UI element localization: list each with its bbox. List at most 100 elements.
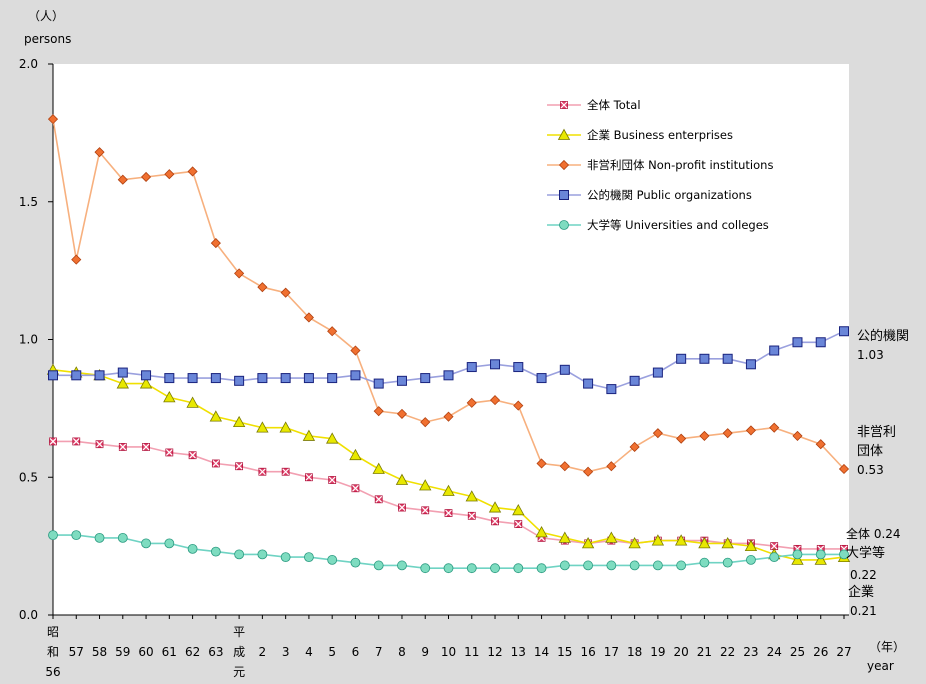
data-point-cross	[165, 449, 173, 456]
data-point	[581, 537, 595, 549]
data-point	[71, 254, 82, 265]
x-tick-label-line: 18	[627, 645, 642, 659]
data-point	[186, 396, 199, 408]
data-point	[327, 373, 338, 384]
x-tick-label: 3	[282, 645, 290, 659]
data-point	[606, 560, 617, 571]
data-point	[302, 429, 316, 441]
data-point	[280, 287, 291, 298]
data-point	[466, 397, 477, 408]
data-point	[745, 425, 757, 436]
data-point	[769, 345, 780, 356]
x-axis-unit-label: （年）	[869, 640, 905, 654]
data-point	[746, 555, 756, 565]
data-point	[792, 430, 803, 441]
data-point	[164, 169, 175, 180]
x-tick-label: 平成元	[233, 625, 245, 679]
data-point-cross	[560, 101, 568, 109]
data-point	[48, 530, 58, 541]
data-point	[514, 520, 523, 528]
data-point	[395, 473, 409, 485]
data-point	[328, 476, 337, 484]
end-label-univ: 大学等 0.22	[846, 545, 885, 582]
x-tick-label-line: 27	[836, 645, 851, 659]
data-point	[490, 359, 501, 370]
x-tick-label: 20	[674, 645, 689, 659]
data-point	[674, 534, 688, 546]
x-tick-label-line: 16	[580, 645, 595, 659]
data-point	[815, 549, 826, 560]
x-tick-label-line: 13	[511, 645, 526, 659]
data-point	[116, 377, 129, 389]
data-point	[372, 462, 385, 474]
x-tick-label-line: 24	[767, 645, 782, 659]
data-point	[165, 448, 174, 457]
data-point	[94, 532, 105, 543]
data-point	[560, 101, 568, 109]
x-tick-label: 24	[767, 645, 782, 659]
data-point	[676, 560, 687, 571]
data-point	[118, 443, 127, 451]
data-point	[559, 190, 569, 200]
end-label-univ-value: 0.22	[850, 568, 877, 582]
data-point	[491, 517, 499, 526]
data-point	[235, 462, 244, 471]
data-point	[466, 362, 477, 373]
data-point-cross	[514, 520, 522, 528]
data-point	[558, 531, 572, 543]
data-point	[792, 549, 803, 560]
legend-item: 全体 Total	[547, 98, 641, 112]
data-point	[232, 415, 246, 428]
legend-item: 非営利団体 Non-profit institutions	[547, 158, 773, 172]
x-tick-label-line: 17	[604, 645, 619, 659]
data-point	[419, 479, 432, 491]
data-point	[187, 166, 198, 177]
x-tick-label-line: 23	[743, 645, 758, 659]
legend: 全体 Total 企業 Business enterprises 非営利団体 Non…	[547, 98, 773, 232]
data-point	[373, 378, 384, 389]
data-point	[280, 373, 291, 384]
data-point	[467, 511, 476, 520]
data-point	[163, 391, 176, 403]
data-point-cross	[468, 512, 476, 520]
data-point	[721, 537, 734, 549]
data-point	[420, 373, 431, 384]
x-tick-label-line: 9	[421, 645, 429, 659]
x-tick-label-line: 25	[790, 645, 805, 659]
x-tick-label-line: 5	[328, 645, 336, 659]
end-label-public-name: 公的機関	[857, 328, 909, 344]
x-tick-label: 6	[352, 645, 360, 659]
legend-label: 全体 Total	[587, 98, 641, 112]
legend-label: 大学等 Universities and colleges	[587, 218, 769, 232]
x-tick-label: 13	[511, 645, 526, 659]
x-tick-label-line: 12	[487, 645, 502, 659]
data-point-cross	[421, 506, 429, 514]
x-tick-label-line: 6	[352, 645, 360, 659]
data-point-cross	[305, 473, 313, 481]
x-tick-label: 27	[836, 645, 851, 659]
series-group	[48, 530, 849, 574]
x-tick-label-line: 61	[162, 645, 177, 659]
end-label-nonprofit: 非営利 団体 0.53	[857, 425, 896, 477]
x-tick-label-line: 和	[47, 645, 59, 659]
data-point-cross	[189, 451, 197, 459]
data-point	[374, 495, 383, 504]
data-point	[421, 506, 430, 515]
data-point	[258, 467, 267, 476]
legend-label: 公的機関 Public organizations	[587, 188, 752, 202]
data-point	[838, 463, 850, 475]
x-tick-label-line: 15	[557, 645, 572, 659]
data-point	[513, 400, 524, 411]
end-label-univ-name: 大学等	[846, 545, 885, 561]
x-tick-label-line: 11	[464, 645, 479, 659]
data-point	[583, 560, 593, 571]
end-label-nonprofit-value: 0.53	[857, 463, 884, 477]
data-point	[722, 557, 733, 568]
data-point	[47, 114, 59, 125]
data-point	[397, 560, 407, 571]
data-point-cross	[282, 468, 290, 476]
x-tick-label-line: 26	[813, 645, 828, 659]
data-point	[211, 459, 220, 468]
data-point	[420, 563, 431, 574]
